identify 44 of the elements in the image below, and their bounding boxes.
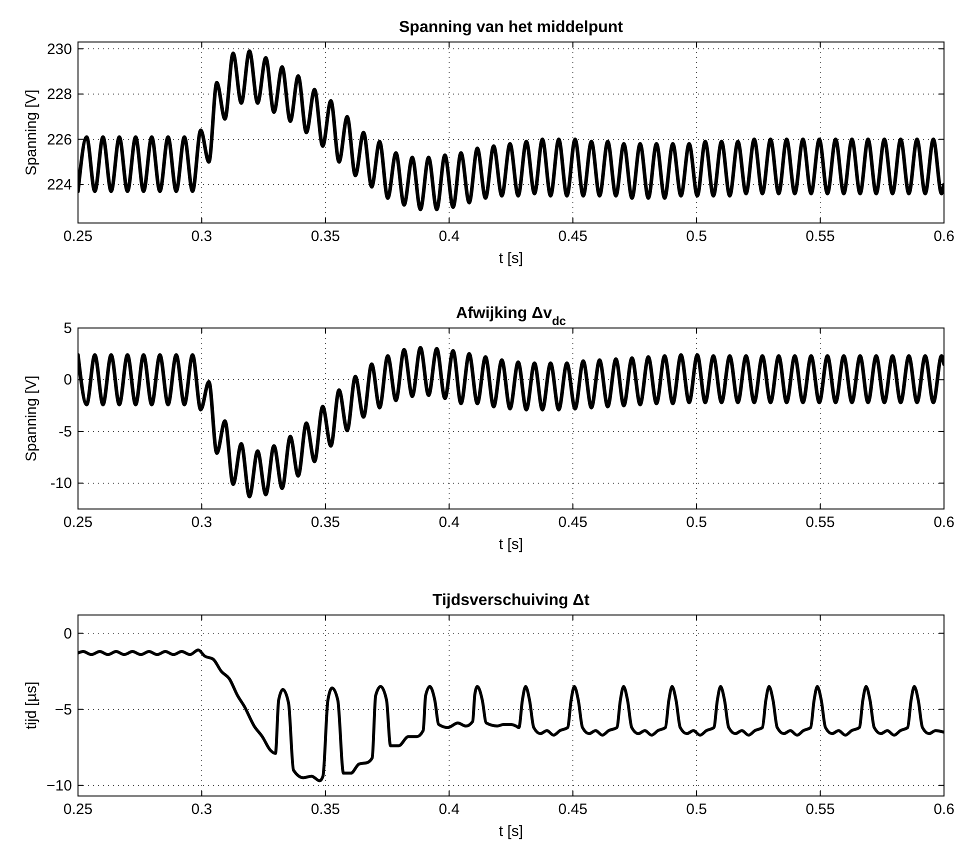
x-tick-label: 0.4 xyxy=(438,801,460,818)
x-tick-label: 0.3 xyxy=(191,228,212,245)
y-tick-label: 5 xyxy=(64,320,72,337)
x-tick-label: 0.45 xyxy=(558,514,588,531)
y-axis-title: Spanning [V] xyxy=(23,90,40,176)
x-axis-title: t [s] xyxy=(498,823,524,840)
x-tick-label: 0.55 xyxy=(806,228,835,245)
x-tick-label: 0.4 xyxy=(438,228,460,245)
x-tick-label: 0.45 xyxy=(558,228,588,245)
x-tick-label: 0.35 xyxy=(310,801,340,818)
x-tick-label: 0.55 xyxy=(806,514,835,531)
y-axis-title: Spanning [V] xyxy=(23,376,40,462)
x-tick-label: 0.25 xyxy=(63,801,93,818)
x-tick-label: 0.5 xyxy=(686,228,707,245)
y-tick-label: 224 xyxy=(46,176,72,194)
x-tick-label: 0.25 xyxy=(63,228,93,245)
x-axis-title: t [s] xyxy=(498,250,524,267)
chart-title: Spanning van het middelpunt xyxy=(399,19,624,36)
x-tick-label: 0.4 xyxy=(438,514,460,531)
x-tick-label: 0.6 xyxy=(934,801,954,818)
y-tick-label: 0 xyxy=(64,625,72,642)
x-axis-title: t [s] xyxy=(498,536,524,553)
x-tick-label: 0.25 xyxy=(63,514,93,531)
x-tick-label: 0.3 xyxy=(191,514,212,531)
x-tick-label: 0.6 xyxy=(934,228,954,245)
chart-title: Afwijking Δv$_{dc}$ xyxy=(456,305,566,328)
x-tick-label: 0.45 xyxy=(558,801,588,818)
y-tick-label: 230 xyxy=(46,40,72,58)
y-tick-label: 0 xyxy=(64,372,72,389)
y-tick-label: -10 xyxy=(50,475,72,492)
y-tick-label: 226 xyxy=(46,131,72,148)
y-axis-title: tijd [µs] xyxy=(23,682,40,730)
y-tick-label: 228 xyxy=(46,86,72,104)
x-tick-label: 0.3 xyxy=(191,801,212,818)
y-tick-label: -5 xyxy=(58,423,72,440)
x-tick-label: 0.6 xyxy=(934,514,954,531)
x-tick-label: 0.5 xyxy=(686,514,707,531)
x-tick-label: 0.35 xyxy=(310,228,340,245)
y-tick-label: −5 xyxy=(54,701,72,718)
y-tick-label: −10 xyxy=(46,777,72,794)
x-tick-label: 0.5 xyxy=(686,801,707,818)
x-tick-label: 0.55 xyxy=(806,801,835,818)
chart-title: Tijdsverschuiving Δt xyxy=(432,592,590,609)
x-tick-label: 0.35 xyxy=(310,514,340,531)
